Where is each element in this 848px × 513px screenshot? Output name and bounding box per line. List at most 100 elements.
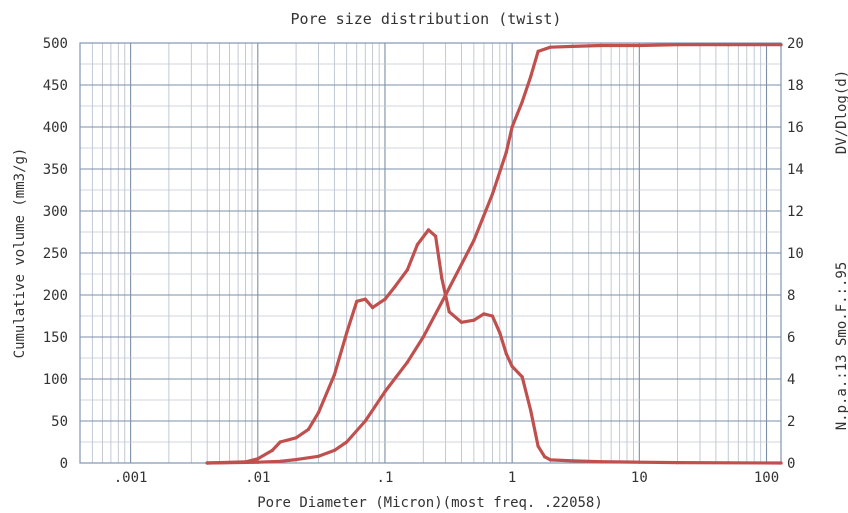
cumulative-point — [383, 390, 387, 394]
cumulative-point — [345, 440, 349, 444]
y-tick-label: 150 — [43, 330, 68, 346]
dv-dlogd-point — [548, 458, 553, 462]
dv-dlogd-point — [510, 364, 514, 368]
chart-title: Pore size distribution (twist) — [291, 10, 562, 28]
dv-dlogd-point — [637, 460, 641, 464]
y2-tick-label: 8 — [787, 288, 795, 304]
y-tick-label: 300 — [43, 204, 68, 220]
dv-dlogd-point — [459, 320, 464, 324]
cumulative-point — [256, 460, 260, 464]
y2-tick-label: 12 — [787, 204, 804, 220]
dv-dlogd-point — [520, 375, 524, 379]
x-tick-label: 10 — [631, 470, 648, 486]
dv-dlogd-point — [536, 444, 540, 448]
y-tick-label: 50 — [51, 414, 68, 430]
cumulative-point — [504, 150, 508, 154]
dv-dlogd-point — [270, 448, 274, 452]
y2-tick-label: 18 — [787, 78, 804, 94]
y-tick-label: 350 — [43, 162, 68, 178]
y-tick-label: 450 — [43, 78, 68, 94]
dv-dlogd-line — [205, 228, 783, 465]
y-tick-label: 0 — [60, 456, 68, 472]
cumulative-point — [520, 100, 524, 104]
x-axis-ticks: .001 .01 .1 1 10 100 — [114, 470, 779, 486]
cumulative-point — [637, 43, 641, 48]
cumulative-point — [472, 238, 476, 242]
dv-dlogd-point — [393, 285, 397, 289]
x-tick-label: 100 — [754, 470, 779, 486]
y-tick-label: 400 — [43, 120, 68, 136]
x-tick-label: .01 — [245, 470, 270, 486]
y2-tick-label: 16 — [787, 120, 804, 136]
cumulative-point — [490, 192, 494, 196]
y2-tick-label: 10 — [787, 246, 804, 262]
dv-dlogd-point — [447, 310, 451, 314]
dv-dlogd-point — [571, 459, 575, 463]
x-tick-label: .001 — [114, 470, 148, 486]
y-tick-label: 250 — [43, 246, 68, 262]
dv-dlogd-point — [294, 436, 298, 440]
dv-dlogd-point — [345, 331, 349, 335]
dv-dlogd-point — [205, 461, 209, 465]
cumulative-point — [529, 75, 533, 79]
dv-dlogd-point — [306, 427, 310, 431]
y2-tick-label: 6 — [787, 330, 795, 346]
x-axis-label: Pore Diameter (Micron)(most freq. .22058… — [257, 495, 603, 511]
dv-dlogd-point — [482, 312, 486, 316]
dv-dlogd-point — [243, 460, 248, 464]
dv-dlogd-point — [434, 234, 438, 238]
cumulative-point — [599, 43, 603, 48]
dv-dlogd-point — [498, 331, 502, 335]
dv-dlogd-point — [426, 228, 431, 232]
y2-axis-label: DV/Dlog(d) — [834, 70, 848, 154]
y-tick-label: 500 — [43, 36, 68, 52]
dv-dlogd-point — [676, 461, 680, 465]
dv-dlogd-point — [332, 373, 336, 377]
cumulative-volume-line — [205, 43, 783, 465]
cumulative-point — [363, 419, 367, 423]
dv-dlogd-point — [543, 455, 547, 459]
grid — [79, 42, 781, 464]
cumulative-point — [536, 49, 540, 54]
dv-dlogd-point — [415, 243, 419, 247]
cumulative-point — [676, 43, 680, 47]
side-annotation: N.p.a.:13 Smo.F.:.95 — [834, 262, 848, 431]
y2-tick-label: 14 — [787, 162, 804, 178]
dv-dlogd-point — [256, 457, 260, 461]
cumulative-point — [278, 459, 282, 463]
dv-dlogd-point — [383, 297, 387, 301]
dv-dlogd-point — [472, 318, 476, 322]
x-tick-label: .1 — [377, 470, 394, 486]
y2-tick-label: 20 — [787, 36, 804, 52]
dv-dlogd-point — [278, 440, 282, 444]
cumulative-point — [405, 360, 409, 364]
dv-dlogd-point — [504, 352, 508, 356]
y2-tick-label: 0 — [787, 456, 795, 472]
dv-dlogd-point — [371, 306, 375, 310]
x-tick-label: 1 — [508, 470, 516, 486]
y-tick-label: 200 — [43, 288, 68, 304]
plot-frame — [79, 42, 782, 464]
cumulative-point — [510, 125, 514, 129]
dv-dlogd-point — [726, 461, 730, 465]
y2-tick-label: 4 — [787, 372, 795, 388]
dv-dlogd-point — [355, 299, 359, 303]
dv-dlogd-point — [316, 411, 321, 415]
y2-axis-ticks: 0 2 4 6 8 10 12 14 16 18 20 — [787, 36, 804, 472]
dv-dlogd-point — [779, 461, 783, 465]
dv-dlogd-point — [363, 297, 367, 301]
cumulative-point — [294, 458, 298, 462]
cumulative-point — [779, 43, 783, 47]
cumulative-point — [421, 335, 425, 339]
dv-dlogd-point — [529, 408, 533, 413]
series-group — [205, 43, 783, 465]
y-axis-label: Cumulative volume (mm3/g) — [12, 148, 28, 359]
y-axis-ticks: 0 50 100 150 200 250 300 350 400 450 500 — [43, 36, 68, 472]
cumulative-point — [571, 44, 575, 49]
cumulative-point — [316, 454, 321, 458]
cumulative-point — [726, 43, 730, 47]
dv-dlogd-point — [440, 276, 444, 280]
dv-dlogd-point — [599, 460, 603, 464]
cumulative-point — [548, 45, 553, 49]
